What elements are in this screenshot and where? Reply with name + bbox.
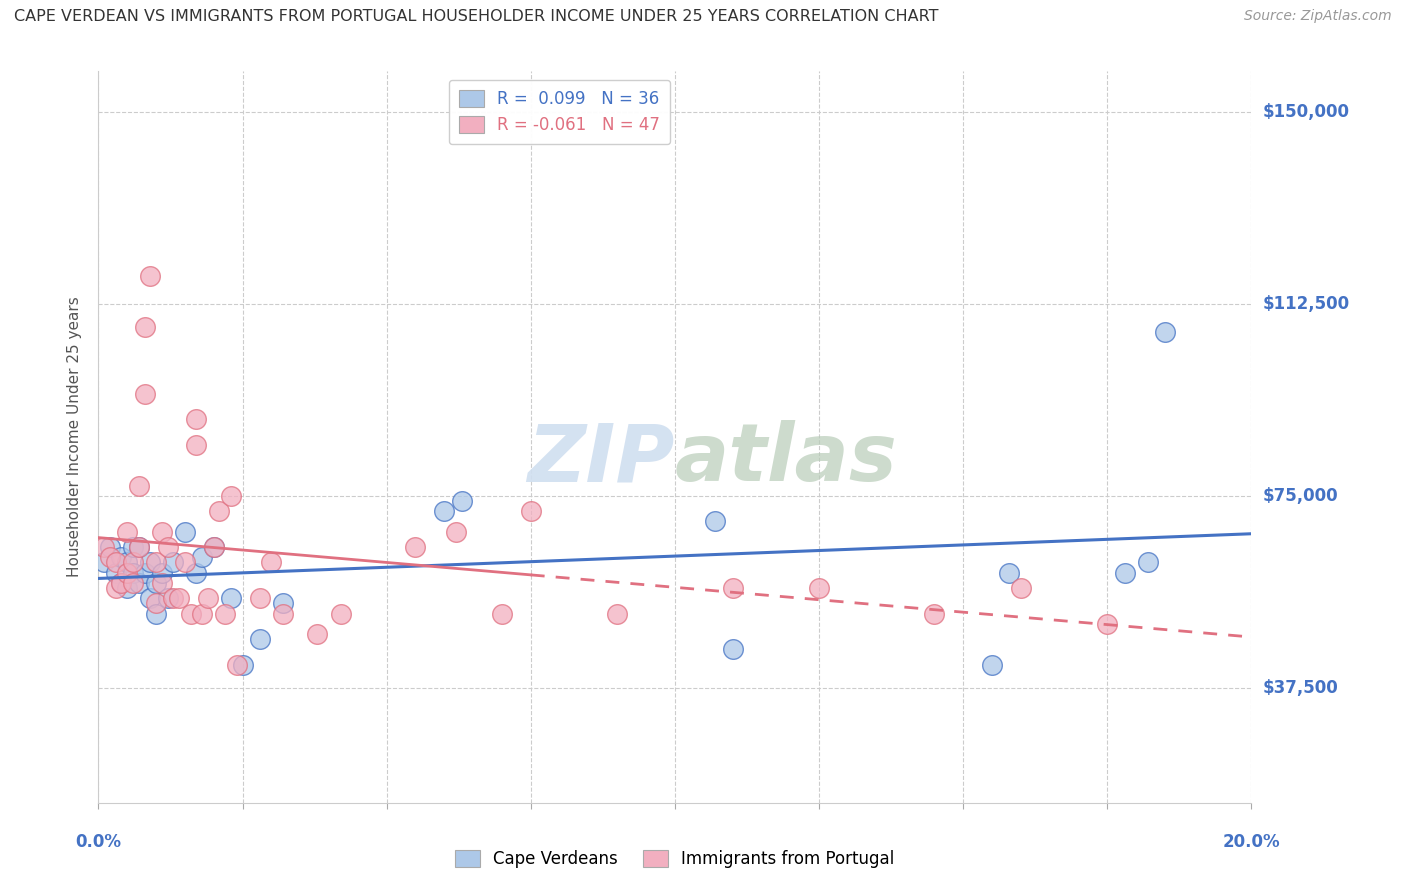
Point [134, 320, 156, 334]
Point [208, 504, 231, 518]
Point [249, 591, 271, 606]
Point [998, 566, 1021, 580]
Point [202, 540, 225, 554]
Point [180, 607, 202, 621]
Point [110, 575, 132, 590]
Point [405, 540, 427, 554]
Point [162, 555, 184, 569]
Point [117, 566, 138, 580]
Point [145, 607, 167, 621]
Point [202, 540, 225, 554]
Legend: R =  0.099   N = 36, R = -0.061   N = 47: R = 0.099 N = 36, R = -0.061 N = 47 [449, 79, 671, 145]
Point [150, 524, 173, 539]
Point [249, 632, 271, 647]
Point [1136, 555, 1159, 569]
Point [606, 607, 628, 621]
Text: ZIP: ZIP [527, 420, 675, 498]
Point [450, 494, 472, 508]
Point [110, 575, 132, 590]
Point [156, 591, 179, 606]
Point [922, 607, 945, 621]
Point [104, 566, 127, 580]
Point [260, 555, 283, 569]
Point [191, 550, 214, 565]
Point [98, 550, 121, 565]
Point [122, 540, 145, 554]
Point [122, 575, 145, 590]
Text: $150,000: $150,000 [1263, 103, 1350, 121]
Point [104, 581, 127, 595]
Point [1114, 566, 1136, 580]
Text: 20.0%: 20.0% [1223, 833, 1279, 851]
Point [433, 504, 456, 518]
Text: $112,500: $112,500 [1263, 295, 1350, 313]
Point [134, 566, 156, 580]
Point [520, 504, 543, 518]
Point [128, 540, 150, 554]
Point [219, 591, 242, 606]
Point [150, 566, 173, 580]
Y-axis label: Householder Income Under 25 years: Householder Income Under 25 years [67, 297, 83, 577]
Point [981, 657, 1004, 672]
Text: CAPE VERDEAN VS IMMIGRANTS FROM PORTUGAL HOUSEHOLDER INCOME UNDER 25 YEARS CORRE: CAPE VERDEAN VS IMMIGRANTS FROM PORTUGAL… [14, 9, 939, 24]
Point [139, 591, 162, 606]
Point [307, 627, 329, 641]
Point [271, 596, 294, 610]
Point [174, 524, 197, 539]
Point [329, 607, 352, 621]
Point [128, 575, 150, 590]
Text: 0.0%: 0.0% [76, 833, 121, 851]
Point [128, 540, 150, 554]
Text: $37,500: $37,500 [1263, 679, 1339, 697]
Point [145, 596, 167, 610]
Point [122, 555, 145, 569]
Point [117, 555, 138, 569]
Point [98, 540, 121, 554]
Point [444, 524, 467, 539]
Point [110, 550, 132, 565]
Point [117, 581, 138, 595]
Point [225, 657, 247, 672]
Point [139, 555, 162, 569]
Point [271, 607, 294, 621]
Point [1153, 325, 1175, 339]
Text: $75,000: $75,000 [1263, 487, 1339, 505]
Point [104, 555, 127, 569]
Point [197, 591, 219, 606]
Point [145, 575, 167, 590]
Point [231, 657, 254, 672]
Point [139, 268, 162, 283]
Point [93, 540, 115, 554]
Point [1097, 616, 1119, 631]
Point [156, 540, 179, 554]
Point [807, 581, 830, 595]
Point [219, 489, 242, 503]
Point [214, 607, 236, 621]
Point [186, 412, 208, 426]
Point [191, 607, 214, 621]
Point [704, 515, 727, 529]
Point [128, 478, 150, 492]
Point [150, 575, 173, 590]
Point [721, 642, 744, 657]
Point [167, 591, 190, 606]
Text: atlas: atlas [675, 420, 897, 498]
Point [186, 438, 208, 452]
Point [491, 607, 513, 621]
Point [134, 386, 156, 401]
Legend: Cape Verdeans, Immigrants from Portugal: Cape Verdeans, Immigrants from Portugal [449, 843, 901, 875]
Point [1010, 581, 1032, 595]
Text: Source: ZipAtlas.com: Source: ZipAtlas.com [1244, 9, 1392, 23]
Point [117, 524, 138, 539]
Point [162, 591, 184, 606]
Point [93, 555, 115, 569]
Point [174, 555, 197, 569]
Point [122, 566, 145, 580]
Point [721, 581, 744, 595]
Point [186, 566, 208, 580]
Point [145, 555, 167, 569]
